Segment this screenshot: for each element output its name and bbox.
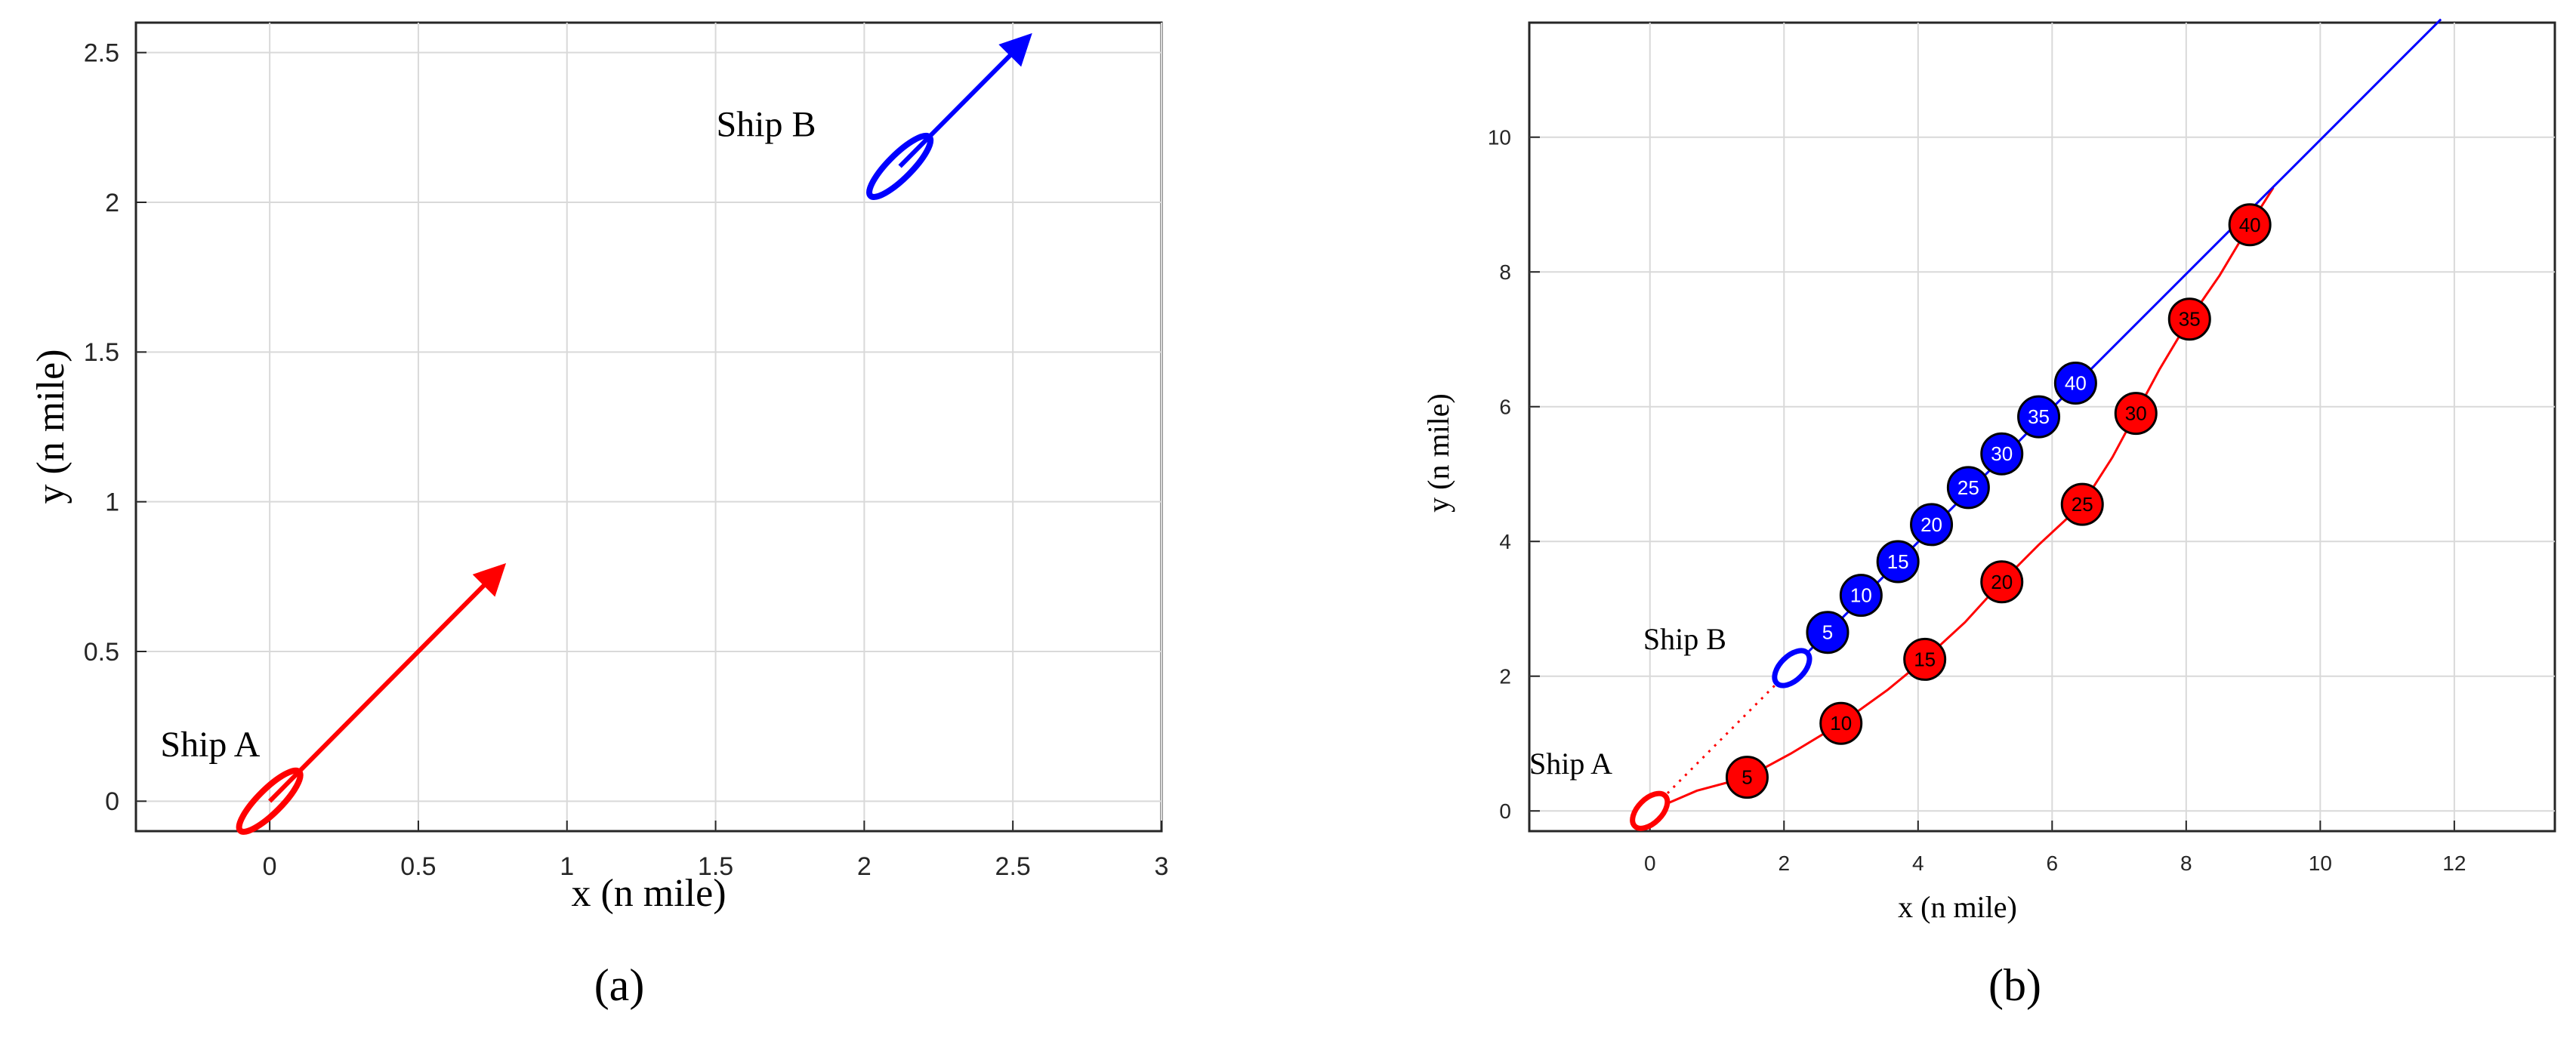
x-tick-label: 2 [857,852,872,881]
time-marker-label: 25 [1957,476,1979,499]
time-marker [1903,637,1947,681]
time-marker [1876,540,1920,584]
time-marker [2060,482,2104,526]
y-tick-label: 2.5 [84,39,119,68]
x-tick-label: 0 [1644,852,1656,875]
plot-area [134,21,1163,833]
time-marker-label: 5 [1741,766,1752,789]
time-marker-label: 15 [1914,648,1936,670]
x-tick-label: 0 [263,852,277,881]
time-marker [1725,756,1769,799]
dotted-link-line [1649,667,1793,812]
time-marker-label: 40 [2239,214,2261,236]
y-tick-label: 4 [1499,530,1511,553]
time-marker [2114,392,2158,436]
chart-panel-a: 0 0.5 1 1.5 2 2.5 3 0 0.5 1 1.5 2 2.5 Ship A Ship B x… [29,21,1169,1010]
time-marker-label: 35 [2179,308,2201,331]
x-tick-label: 4 [1912,852,1924,875]
y-tick-label: 0.5 [84,638,119,667]
ship-label: Ship A [160,725,260,765]
grid [136,23,1162,831]
ship-ellipse [1630,790,1671,831]
x-tick-label: 3 [1155,852,1169,881]
y-tick-label: 8 [1499,260,1511,284]
x-tick-label: 2.5 [995,852,1031,881]
y-tick-label: 1.5 [84,338,119,367]
time-marker [1946,466,1990,510]
series: Ship A Ship B 5 10 15 20 25 30 35 40 5 10 15 20 25 30 35… [1529,18,2442,831]
time-marker-label: 20 [1920,513,1942,536]
time-marker [2017,395,2061,439]
grid [1529,23,2555,831]
x-tick-label: 1.5 [698,852,733,881]
y-tick-label: 2 [1499,665,1511,688]
panel-label: (b) [1988,960,2041,1010]
time-marker-label: 15 [1887,550,1909,573]
ship-label: Ship B [716,105,816,145]
x-tick-label: 1 [560,852,574,881]
x-tick-label: 12 [2442,852,2466,875]
time-marker [1980,432,2024,476]
time-marker [1980,560,2024,604]
time-marker-label: 40 [2065,371,2087,394]
panel-label: (a) [594,960,645,1010]
time-marker [1839,574,1883,618]
chart-panel-b: 0 2 4 6 8 10 12 0 2 4 6 8 10 Ship A Ship B 5 10 15 20 25 30… [1421,18,2556,1010]
y-tick-label: 10 [1488,126,1511,149]
tick-labels: 0 0.5 1 1.5 2 2.5 3 0 0.5 1 1.5 2 2.5 [84,39,1169,881]
ship-velocity-arrow [268,562,507,803]
time-marker-label: 30 [2125,402,2147,425]
x-tick-label: 8 [2180,852,2192,875]
time-marker-label: 30 [1991,442,2013,465]
x-tick-label: 10 [2309,852,2332,875]
tick-labels: 0 2 4 6 8 10 12 0 2 4 6 8 10 [1488,126,2466,875]
time-marker-label: 20 [1991,571,2013,593]
time-marker-label: 10 [1830,712,1852,735]
ships: Ship A Ship B [160,32,1032,835]
time-marker [1806,611,1849,654]
x-axis-label: x (n mile) [1898,890,2017,924]
y-tick-label: 6 [1499,396,1511,419]
x-tick-label: 0.5 [400,852,436,881]
ship-velocity-arrow [898,32,1032,168]
time-marker-label: 25 [2072,493,2093,516]
time-marker-label: 5 [1822,621,1833,644]
y-tick-label: 0 [105,787,119,816]
y-tick-label: 2 [105,189,119,217]
x-tick-label: 6 [2047,852,2059,875]
time-marker [2053,361,2097,405]
ship-label: Ship B [1643,622,1726,656]
time-marker-label: 10 [1850,584,1872,607]
y-tick-label: 0 [1499,799,1511,823]
x-axis-label: x (n mile) [571,872,726,915]
time-marker [1910,503,1954,547]
time-marker-label: 35 [2028,405,2050,428]
time-marker [2228,203,2272,247]
y-axis-label: y (n mile) [1421,393,1455,513]
ship-label: Ship A [1529,747,1612,781]
y-tick-label: 1 [105,488,119,517]
time-marker [1819,701,1863,745]
y-axis-label: y (n mile) [29,349,72,504]
ship-ellipse [1772,648,1812,688]
x-tick-label: 2 [1778,852,1790,875]
time-marker [2167,297,2211,341]
